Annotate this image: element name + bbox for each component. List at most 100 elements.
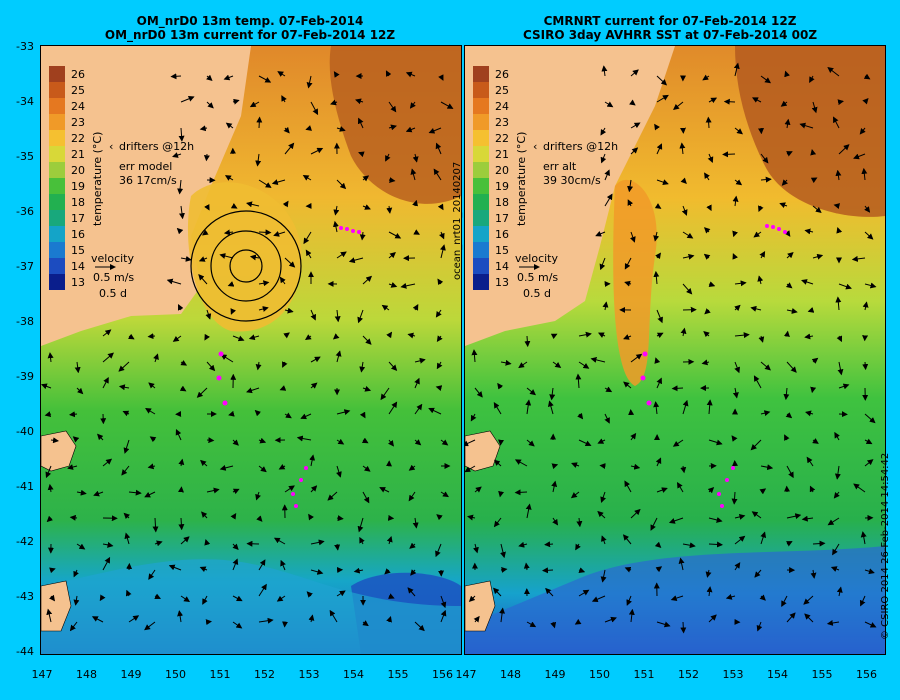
velocity-arrow	[804, 228, 814, 235]
velocity-arrow	[704, 172, 710, 181]
velocity-arrow	[206, 437, 215, 444]
velocity-arrow	[654, 123, 660, 131]
velocity-arrow	[656, 621, 671, 628]
colorbar-swatch	[49, 210, 65, 226]
velocity-arrow	[281, 95, 287, 103]
velocity-arrow	[302, 174, 312, 181]
velocity-arrow	[781, 179, 788, 186]
velocity-arrow	[630, 432, 637, 441]
velocity-arrow	[277, 71, 286, 77]
velocity-arrow	[545, 587, 554, 597]
velocity-arrow	[409, 542, 416, 549]
velocity-arrow	[69, 411, 78, 418]
velocity-arrow	[604, 386, 613, 393]
velocity-arrow	[152, 517, 159, 533]
velocity-arrow	[204, 333, 210, 341]
velocity-arrow	[864, 413, 876, 424]
left-title-line2: OM_nrD0 13m current for 07-Feb-2014 12Z	[104, 28, 396, 42]
x-tick-label: 155	[811, 668, 833, 681]
velocity-arrow	[599, 257, 606, 271]
velocity-arrow	[359, 411, 366, 419]
velocity-arrow	[656, 179, 669, 185]
velocity-arrow	[627, 199, 634, 207]
velocity-arrow	[838, 144, 850, 155]
velocity-arrow	[604, 169, 610, 181]
velocity-arrow	[179, 385, 187, 392]
velocity-arrow	[836, 227, 843, 234]
velocity-arrow	[198, 274, 208, 285]
velocity-arrow	[467, 514, 476, 521]
velocity-arrow	[604, 616, 617, 623]
velocity-arrow	[812, 540, 826, 547]
velocity-arrow	[734, 280, 747, 287]
velocity-arrow	[362, 465, 371, 472]
velocity-arrow	[836, 586, 843, 597]
velocity-arrow	[671, 385, 684, 392]
velocity-arrow	[336, 438, 345, 445]
velocity-arrow	[784, 118, 791, 129]
colorbar-swatch	[49, 114, 65, 130]
velocity-arrow	[474, 387, 483, 398]
x-tick-label: 153	[298, 668, 320, 681]
velocity-arrows	[41, 70, 454, 632]
velocity-arrow	[49, 567, 56, 574]
colorbar-tick: 19	[495, 180, 509, 193]
velocity-arrow	[178, 304, 184, 311]
velocity-arrow	[232, 621, 243, 629]
colorbar-swatch	[473, 130, 489, 146]
velocity-arrow	[333, 205, 340, 216]
velocity-arrow	[41, 383, 52, 390]
velocity-arrow	[175, 428, 182, 441]
velocity-arrow	[784, 230, 791, 237]
velocity-arrow	[670, 595, 684, 601]
velocity-arrow	[812, 205, 822, 214]
colorbar-swatch	[49, 82, 65, 98]
velocity-arrow	[386, 535, 393, 545]
velocity-arrow	[473, 615, 480, 623]
y-tick-label: -43	[16, 590, 34, 603]
colorbar-tick: 14	[495, 260, 509, 273]
velocity-arrow	[148, 382, 156, 389]
velocity-arrow	[408, 491, 416, 502]
velocity-arrow	[303, 231, 312, 245]
colorbar-swatch	[473, 242, 489, 258]
velocity-arrow	[734, 332, 750, 339]
velocity-arrow	[786, 151, 793, 157]
velocity-arrow	[232, 439, 239, 446]
velocity-arrow	[604, 413, 610, 424]
velocity-arrow	[282, 200, 289, 208]
velocity-arrow	[577, 412, 584, 420]
velocity-arrow	[682, 399, 689, 415]
side-label: ocean_nrt01_20140207	[452, 161, 463, 280]
velocity-arrow	[600, 153, 607, 164]
velocity-arrow	[810, 569, 817, 579]
velocity-arrow	[97, 433, 104, 441]
velocity-arrow	[172, 152, 182, 158]
x-tick-label: 148	[500, 668, 521, 681]
velocity-arrow	[283, 332, 290, 339]
velocity-arrow	[810, 149, 817, 156]
velocity-arrow	[336, 126, 346, 132]
velocity-arrow	[862, 97, 869, 105]
velocity-arrow	[656, 143, 663, 155]
velocity-arrow	[47, 483, 54, 493]
velocity-arrow	[604, 193, 613, 207]
velocity-arrow	[811, 101, 818, 114]
velocity-arrow	[255, 361, 262, 371]
velocity-arrow	[180, 595, 191, 603]
velocity-arrow	[220, 354, 234, 363]
velocity-arrow	[258, 465, 267, 473]
velocity-arrow	[734, 513, 746, 520]
velocity-arrow	[180, 255, 192, 262]
velocity-arrow	[412, 199, 418, 207]
x-tick-label: 156	[856, 668, 877, 681]
velocity-arrow	[678, 557, 685, 571]
velocity-arrow	[386, 331, 393, 339]
velocity-arrow	[284, 412, 292, 419]
velocity-arrow	[206, 361, 216, 372]
velocity-arrow	[358, 151, 365, 158]
velocity-arrow	[578, 589, 590, 597]
colorbar-label: temperature (°C)	[515, 132, 528, 226]
colorbar-tick: 15	[71, 244, 85, 257]
velocity-arrow	[552, 361, 562, 368]
